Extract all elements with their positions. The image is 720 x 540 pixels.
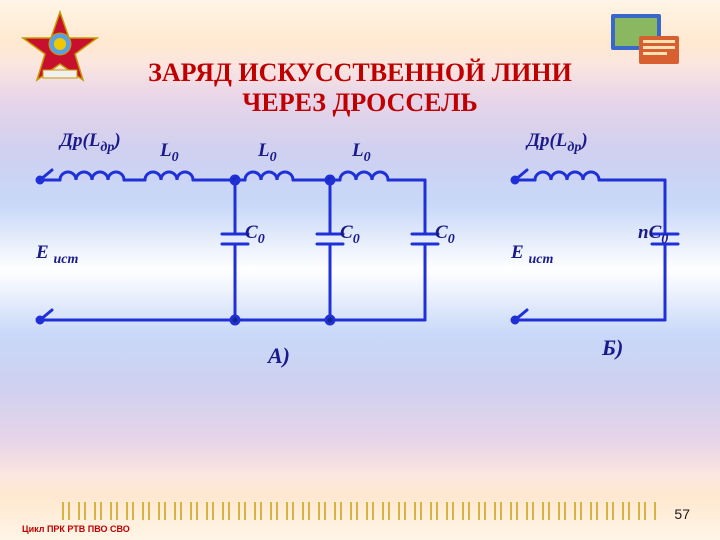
label-nc0: nC0 [638, 222, 668, 248]
circuit-b-label: Б) [602, 335, 623, 361]
page-number: 57 [674, 506, 690, 522]
label-c0-3: C0 [435, 222, 455, 248]
label-choke-b: Др(Lдр) [527, 130, 588, 156]
label-source-a: E ист [36, 242, 78, 268]
label-l0-3: L0 [352, 140, 371, 166]
label-c0-2: C0 [340, 222, 360, 248]
label-c0-1: C0 [245, 222, 265, 248]
label-source-b: E ист [511, 242, 553, 268]
label-l0-1: L0 [160, 140, 179, 166]
title-line-2: ЧЕРЕЗ ДРОССЕЛЬ [242, 88, 477, 117]
footer-text: Цикл ПРК РТВ ПВО СВО [22, 524, 130, 534]
circuit-diagram: Др(Lдр) L0 L0 L0 C0 C0 C0 E ист А) Др(Lд… [30, 130, 690, 390]
title-line-1: ЗАРЯД ИСКУССТВЕННОЙ ЛИНИ [148, 58, 572, 87]
bottom-ornament [60, 502, 660, 520]
label-l0-2: L0 [258, 140, 277, 166]
page-title: ЗАРЯД ИСКУССТВЕННОЙ ЛИНИ ЧЕРЕЗ ДРОССЕЛЬ [0, 58, 720, 118]
circuit-a-label: А) [268, 343, 290, 369]
label-choke-a: Др(Lдр) [60, 130, 121, 156]
